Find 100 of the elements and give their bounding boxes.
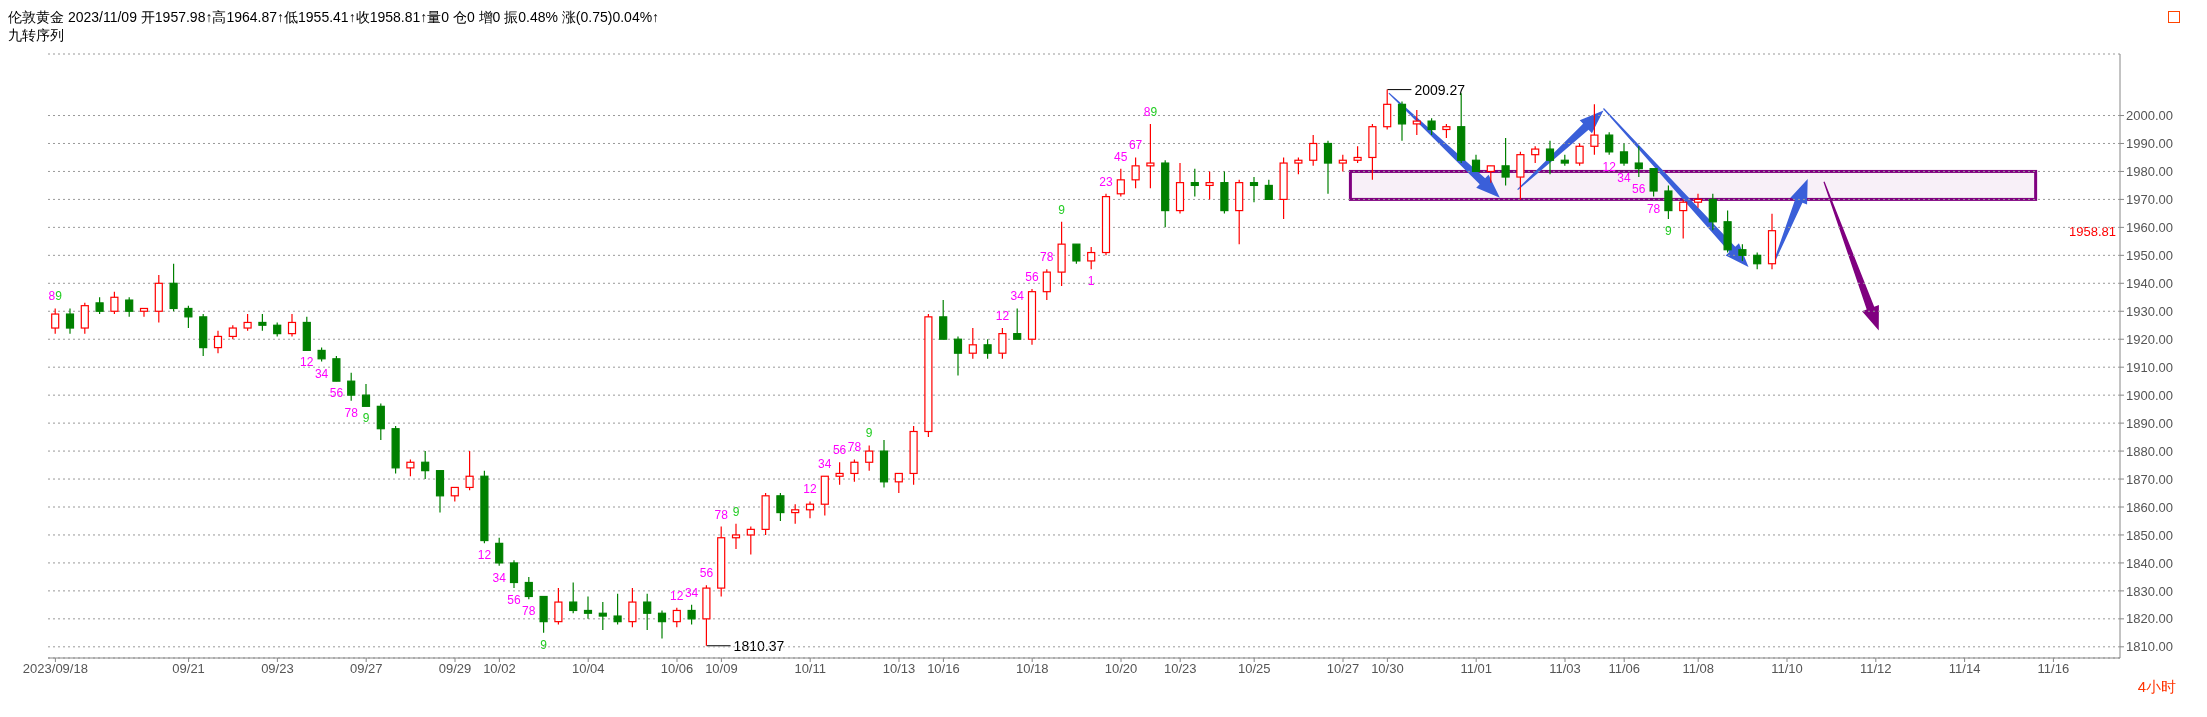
candlestick xyxy=(1072,243,1081,265)
candlestick xyxy=(583,595,593,620)
candlestick xyxy=(554,587,563,626)
text: 56 xyxy=(699,566,714,581)
candlestick xyxy=(1042,268,1051,301)
x-tick-label: 11/06 xyxy=(1608,661,1640,677)
candlestick xyxy=(1590,103,1599,156)
x-tick-label: 09/27 xyxy=(349,661,383,677)
candlestick xyxy=(80,302,89,335)
text: 34 xyxy=(684,585,699,600)
candlestick xyxy=(598,601,607,631)
text: 34 xyxy=(314,366,329,381)
candlestick xyxy=(495,537,504,567)
candlestick xyxy=(125,296,134,318)
candlestick xyxy=(1412,109,1421,136)
candlestick xyxy=(1013,307,1022,340)
candlestick xyxy=(213,330,223,354)
y-tick-label: 1970.00 xyxy=(2126,192,2173,208)
candlestick xyxy=(524,576,533,600)
y-tick-label: 1990.00 xyxy=(2126,136,2173,152)
y-tick-label: 1940.00 xyxy=(2126,275,2173,291)
x-tick-label: 11/03 xyxy=(1549,661,1581,677)
candlestick xyxy=(746,525,755,556)
candlestick xyxy=(1605,131,1614,156)
x-tick-label: 11/12 xyxy=(1860,661,1892,677)
y-tick-label: 1920.00 xyxy=(2126,331,2173,347)
y-tick-label: 2000.00 xyxy=(2126,108,2173,124)
candlestick xyxy=(998,327,1007,360)
candlestick xyxy=(643,593,652,631)
x-tick-label: 11/16 xyxy=(2037,661,2070,677)
candlestick xyxy=(287,313,297,338)
candlestick xyxy=(376,402,385,441)
candlestick xyxy=(1087,246,1096,270)
candlestick xyxy=(1708,193,1717,231)
text: 56 xyxy=(329,386,344,401)
candlestick xyxy=(983,338,992,360)
candlestick xyxy=(894,472,903,494)
text: 67 xyxy=(1128,138,1143,153)
candlestick xyxy=(865,444,874,472)
candlestick xyxy=(509,559,519,589)
candlestick xyxy=(1619,142,1629,167)
candlestick xyxy=(1575,142,1584,167)
candlestick xyxy=(1309,134,1318,167)
candlestick xyxy=(953,335,963,377)
x-tick-label: 10/09 xyxy=(705,661,738,677)
text: 45 xyxy=(1114,149,1128,164)
y-tick-label: 1910.00 xyxy=(2126,359,2173,375)
candlestick xyxy=(1323,140,1333,195)
candlestick xyxy=(968,327,977,360)
text: 78 xyxy=(344,405,358,420)
candlestick xyxy=(731,523,741,550)
text: 56 xyxy=(507,593,521,608)
candlestick xyxy=(1516,151,1525,201)
x-tick-label: 11/08 xyxy=(1682,661,1714,677)
x-tick-label: 10/25 xyxy=(1237,661,1271,677)
x-tick-label: 11/14 xyxy=(1948,661,1981,677)
x-tick-label: 10/30 xyxy=(1371,661,1404,677)
x-tick-label: 11/10 xyxy=(1771,661,1803,677)
x-tick-label: 10/06 xyxy=(660,661,694,677)
x-tick-label: 11/01 xyxy=(1460,661,1492,677)
x-tick-label: 10/02 xyxy=(483,661,516,677)
candlestick xyxy=(1146,123,1155,189)
x-tick-label: 09/29 xyxy=(438,661,472,677)
candlestick xyxy=(1264,179,1273,201)
y-tick-label: 1820.00 xyxy=(2126,611,2173,627)
y-tick-label: 1870.00 xyxy=(2126,471,2173,487)
candlestick xyxy=(65,307,75,335)
y-tick-label: 1950.00 xyxy=(2126,247,2173,263)
candlestick xyxy=(569,581,578,614)
candlestick xyxy=(776,492,785,522)
y-tick-label: 1860.00 xyxy=(2126,499,2173,515)
candlestick xyxy=(184,305,193,329)
text: 89 xyxy=(48,289,62,304)
candlestick xyxy=(835,461,844,486)
candlestick xyxy=(850,458,859,483)
x-tick-label: 2023/09/18 xyxy=(22,661,88,677)
candlestick xyxy=(1679,198,1688,240)
text: 78 xyxy=(1646,201,1661,216)
candlestick xyxy=(51,307,60,335)
y-tick-label: 1980.00 xyxy=(2126,164,2173,180)
candlestick xyxy=(628,587,637,628)
candlestick xyxy=(361,383,371,407)
candlestick xyxy=(1249,176,1259,203)
text: 12 xyxy=(670,588,684,603)
candlestick xyxy=(1649,168,1658,198)
candlestick xyxy=(791,503,800,525)
text: 12 xyxy=(300,355,314,370)
y-tick-label: 1810.00 xyxy=(2126,639,2173,655)
y-tick-label: 1830.00 xyxy=(2126,583,2173,599)
text: 78 xyxy=(1040,250,1054,265)
text: 89 xyxy=(1143,104,1158,119)
chart-subtitle: 九转序列 xyxy=(8,26,65,44)
x-tick-label: 10/04 xyxy=(571,661,605,677)
text: 56 xyxy=(832,443,847,458)
x-tick-label: 09/23 xyxy=(261,661,294,677)
candlestick xyxy=(1634,145,1643,178)
text: 56 xyxy=(1025,269,1039,284)
x-tick-label: 10/20 xyxy=(1104,661,1138,677)
candlestick xyxy=(657,609,667,640)
y-tick-label: 1960.00 xyxy=(2126,219,2173,235)
